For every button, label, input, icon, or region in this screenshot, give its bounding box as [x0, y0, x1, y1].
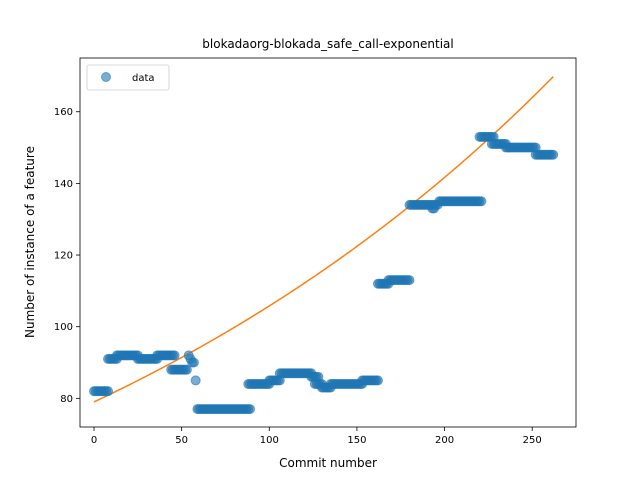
fit-curve-layer: [93, 76, 554, 403]
data-point: [404, 275, 415, 286]
data-point: [188, 357, 199, 368]
plot-frame: [79, 57, 577, 428]
data-point: [192, 404, 203, 415]
y-tick-label: 140: [54, 179, 73, 190]
y-axis-label: Number of instance of a feature: [23, 146, 37, 338]
data-point: [429, 203, 440, 214]
legend-box: [86, 64, 170, 91]
data-point: [181, 364, 192, 375]
y-tick-label: 100: [54, 322, 73, 333]
x-tick-label: 250: [523, 435, 542, 446]
y-tick-label: 80: [60, 394, 73, 405]
data-point: [245, 404, 256, 415]
data-point: [476, 196, 487, 207]
chart-title: blokadaorg-blokada_safe_call-exponential: [202, 37, 453, 51]
data-point: [372, 375, 383, 386]
axis-ticks: 0 50 100 150 200 250 80 100 120 140 160: [54, 107, 542, 446]
legend-label-data: data: [132, 73, 155, 84]
x-tick-label: 100: [260, 435, 279, 446]
y-tick-label: 160: [54, 107, 73, 118]
x-tick-label: 0: [91, 435, 97, 446]
x-axis-label: Commit number: [279, 456, 377, 470]
data-points-layer: [89, 131, 559, 415]
data-point: [190, 375, 201, 386]
data-point: [548, 149, 559, 160]
data-point: [103, 386, 114, 397]
x-tick-label: 150: [347, 435, 366, 446]
fit-curve: [93, 76, 554, 403]
data-point: [169, 350, 180, 361]
x-tick-label: 50: [175, 435, 188, 446]
y-tick-label: 120: [54, 251, 73, 262]
legend: data: [86, 64, 170, 91]
x-tick-label: 200: [435, 435, 454, 446]
legend-marker-data: [101, 72, 111, 82]
